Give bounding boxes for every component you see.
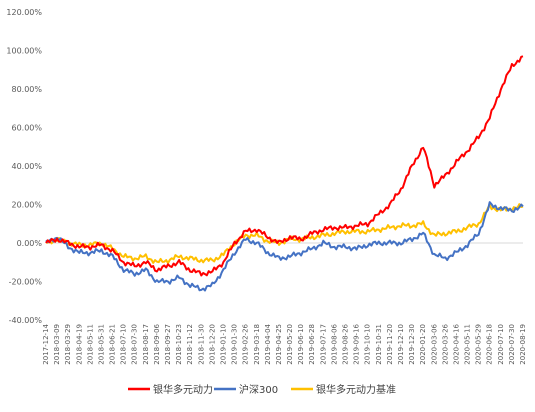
x-tick-label: 2020-04-16: [452, 323, 460, 364]
x-tick-label: 2020-07-30: [508, 324, 516, 365]
x-tick-label: 2018-10-23: [175, 324, 183, 365]
x-tick-label: 2020-07-10: [497, 324, 505, 365]
x-tick-label: 2019-11-20: [386, 324, 394, 365]
x-tick-label: 2020-03-06: [430, 323, 438, 364]
series-lines: [45, 55, 524, 292]
y-axis-tick-labels: -40.00% -20.00% 0.00% 20.00% 40.00% 60.00% 80.…: [6, 8, 42, 325]
x-tick-label: 2018-11-12: [186, 324, 194, 365]
x-tick-label: 2019-05-20: [286, 324, 294, 365]
x-tick-label: 2018-09-06: [153, 323, 161, 364]
y-tick-label: 100.00%: [6, 47, 42, 56]
x-tick-label: 2020-06-18: [486, 324, 494, 365]
y-tick-label: 40.00%: [11, 162, 42, 171]
y-tick-label: 80.00%: [11, 85, 42, 94]
x-tick-label: 2017-12-14: [42, 323, 50, 364]
y-tick-label: -20.00%: [9, 278, 43, 287]
x-tick-label: 2018-03-29: [64, 324, 72, 365]
x-tick-label: 2018-07-30: [131, 324, 139, 365]
x-tick-label: 2019-08-06: [330, 323, 338, 364]
x-tick-label: 2019-12-10: [397, 324, 405, 365]
x-tick-label: 2020-05-29: [475, 324, 483, 365]
x-axis-tick-labels: 2017-12-14 2018-03-09 2018-03-29 2018-04-19…: [42, 323, 527, 364]
x-tick-label: 2019-09-16: [353, 323, 361, 364]
y-tick-label: 0.00%: [17, 239, 43, 248]
x-tick-label: 2019-01-30: [231, 324, 239, 365]
x-tick-label: 2018-05-31: [97, 324, 105, 365]
x-tick-label: 2019-10-31: [375, 324, 383, 365]
x-tick-label: 2019-08-26: [342, 323, 350, 364]
series-line: [45, 201, 524, 292]
legend-label: 银华多元动力: [153, 383, 213, 396]
x-tick-label: 2020-08-19: [519, 324, 527, 365]
x-tick-label: 2019-04-04: [264, 323, 272, 364]
x-tick-label: 2018-05-11: [86, 324, 94, 365]
x-tick-label: 2018-11-30: [197, 324, 205, 365]
x-tick-label: 2019-01-10: [219, 324, 227, 365]
x-tick-label: 2018-06-21: [109, 324, 117, 365]
x-tick-label: 2019-02-26: [242, 323, 250, 364]
x-tick-label: 2019-06-10: [297, 324, 305, 365]
y-tick-label: 120.00%: [6, 8, 42, 17]
x-tick-label: 2019-12-30: [408, 324, 416, 365]
x-tick-label: 2019-04-25: [275, 324, 283, 365]
x-tick-label: 2019-10-10: [364, 324, 372, 365]
x-tick-label: 2018-12-20: [208, 324, 216, 365]
x-tick-label: 2020-05-11: [464, 324, 472, 365]
x-tick-label: 2018-09-27: [164, 324, 172, 365]
legend: 银华多元动力 沪深300 银华多元动力基准: [128, 383, 396, 396]
y-tick-label: -40.00%: [9, 316, 43, 325]
x-tick-label: 2019-06-28: [308, 324, 316, 365]
x-tick-label: 2020-01-20: [419, 324, 427, 365]
x-tick-label: 2019-07-17: [319, 324, 327, 365]
series-line: [45, 55, 524, 277]
x-tick-label: 2019-03-18: [253, 324, 261, 365]
x-tick-label: 2018-04-19: [75, 324, 83, 365]
y-tick-label: 60.00%: [11, 124, 42, 133]
x-tick-label: 2018-07-10: [120, 324, 128, 365]
x-tick-label: 2018-08-17: [142, 324, 150, 365]
series-line: [45, 203, 524, 265]
x-tick-label: 2020-03-26: [441, 323, 449, 364]
legend-label: 沪深300: [239, 383, 278, 396]
x-tick-label: 2018-03-09: [53, 324, 61, 365]
legend-label: 银华多元动力基准: [316, 383, 396, 396]
y-tick-label: 20.00%: [11, 201, 42, 210]
